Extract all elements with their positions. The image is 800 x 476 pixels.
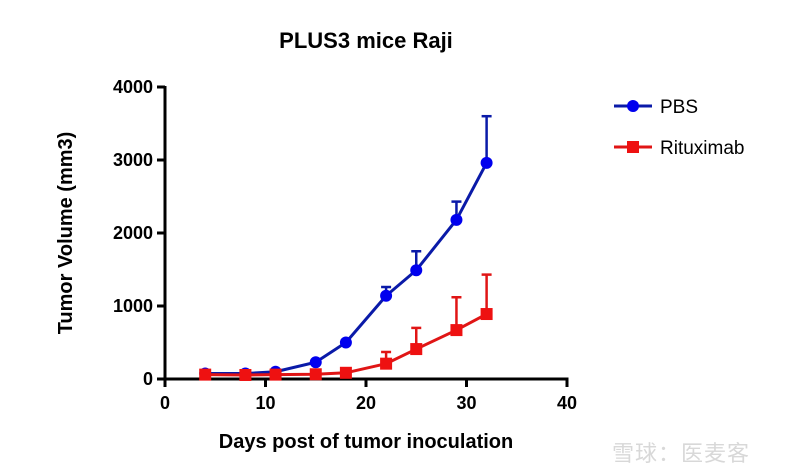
x-tick-label: 30 <box>456 393 476 413</box>
x-axis-label: Days post of tumor inoculation <box>219 431 513 453</box>
legend: PBS Rituximab <box>614 97 744 159</box>
y-tick-label: 0 <box>143 369 153 389</box>
data-point <box>410 343 423 356</box>
legend-item-rituximab: Rituximab <box>614 138 744 159</box>
y-tick-label: 3000 <box>113 150 153 170</box>
series-layer <box>199 114 493 381</box>
y-tick-label: 1000 <box>113 296 153 316</box>
x-tick-label: 10 <box>255 393 275 413</box>
data-point <box>339 366 352 379</box>
y-tick-label: 2000 <box>113 223 153 243</box>
legend-marker <box>627 100 639 112</box>
x-tick-label: 20 <box>356 393 376 413</box>
data-point <box>480 308 493 321</box>
watermark: 雪球：医麦客 <box>612 442 751 467</box>
legend-label: PBS <box>660 97 698 118</box>
data-point <box>450 213 463 226</box>
data-point <box>450 324 463 337</box>
chart-title: PLUS3 mice Raji <box>279 28 453 53</box>
y-tick-label: 4000 <box>113 77 153 97</box>
axes: 0 10 20 30 40 0 1000 2000 3000 4000 <box>113 77 577 413</box>
x-tick-label: 0 <box>160 393 170 413</box>
data-point <box>380 289 393 302</box>
data-point <box>199 368 212 381</box>
data-point <box>239 368 252 381</box>
data-point <box>309 356 322 369</box>
data-point <box>309 368 322 381</box>
legend-label: Rituximab <box>660 138 744 159</box>
data-point <box>339 336 352 349</box>
series-rituximab <box>199 273 493 381</box>
y-axis-label: Tumor Volume (mm3) <box>55 132 77 335</box>
legend-marker <box>627 141 639 153</box>
data-point <box>480 156 493 169</box>
data-point <box>410 264 423 277</box>
legend-item-pbs: PBS <box>614 97 698 118</box>
x-tick-label: 40 <box>557 393 577 413</box>
series-pbs <box>199 114 493 380</box>
data-point <box>380 357 393 370</box>
data-point <box>269 368 282 381</box>
